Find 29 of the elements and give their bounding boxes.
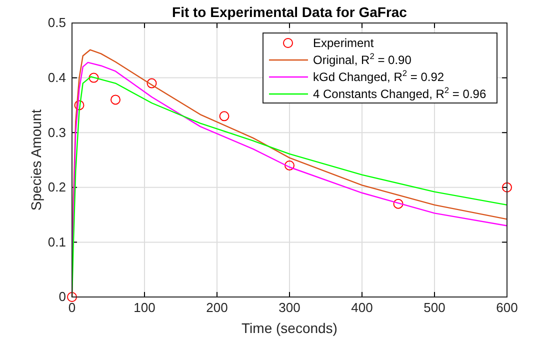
y-tick-label: 0 [58,289,66,304]
x-tick-label: 500 [424,300,446,316]
point [284,160,294,170]
x-tick-label: 400 [351,300,373,316]
x-tick-label: 200 [206,300,228,316]
y-tick-label: 0.3 [48,124,66,140]
legend-label: Original, R$^{2}$ = 0.90 [313,51,412,67]
legend-label: 4 Constants Changed, R$^{2}$ = 0.96 [313,85,486,101]
point [146,78,157,88]
x-tick-label: 100 [134,300,156,316]
point [110,94,120,105]
point [393,198,404,209]
point [502,182,512,192]
y-axis-title: Species Amount [28,109,44,211]
y-tick-label: 0.4 [48,70,66,85]
point [67,292,77,302]
point [88,72,99,83]
legend-label: Experiment [313,36,374,50]
point [219,111,230,122]
x-tick-label: 300 [278,300,300,316]
y-tick-label: 0.1 [48,234,66,250]
chart-title: Fit to Experimental Data for GaFrac [172,4,408,20]
point [74,100,84,110]
y-tick-label: 0.2 [48,180,66,195]
x-axis-title: Time (seconds) [242,320,338,336]
legend-label: kGd Changed, R$^{2}$ = 0.92 [313,68,444,84]
x-tick-label: 600 [496,300,518,316]
y-tick-label: 0.5 [48,15,66,30]
x-tick-label: 0 [68,300,76,316]
